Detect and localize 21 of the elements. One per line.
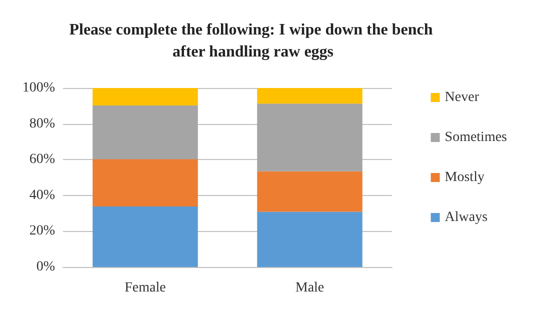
bar (92, 106, 198, 160)
bar (257, 88, 362, 104)
legend-label: Never (444, 90, 480, 105)
bar (92, 159, 198, 206)
bar (92, 206, 198, 267)
y-tick-label: 80% (29, 116, 56, 132)
bar (257, 171, 362, 212)
y-tick-label: 40% (29, 188, 56, 203)
y-tick-label: 100% (22, 80, 56, 96)
chart-title: Please complete the following: I wipe down the bench after handling raw eggs (69, 22, 437, 60)
y-tick-label: 0% (36, 260, 56, 274)
bar (92, 88, 198, 106)
legend-label: Always (444, 210, 488, 225)
bar (257, 104, 362, 172)
x-tick-label: Female (124, 280, 166, 296)
y-tick-label: 20% (29, 224, 56, 239)
x-tick-label: Male (295, 280, 324, 296)
legend-label: Sometimes (444, 130, 508, 145)
bar (257, 212, 362, 267)
legend-label: Mostly (444, 170, 484, 185)
y-tick-label: 60% (29, 152, 56, 168)
